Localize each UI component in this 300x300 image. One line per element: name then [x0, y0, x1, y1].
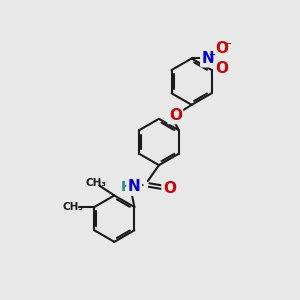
Text: CH₃: CH₃ — [62, 202, 83, 212]
Text: O: O — [169, 108, 182, 123]
Text: O: O — [215, 40, 228, 56]
Text: N: N — [202, 51, 214, 66]
Text: +: + — [208, 50, 216, 59]
Text: O: O — [163, 181, 176, 196]
Text: O: O — [215, 61, 228, 76]
Text: CH₃: CH₃ — [85, 178, 106, 188]
Text: N: N — [128, 179, 141, 194]
Text: H: H — [120, 180, 132, 194]
Text: −: − — [223, 39, 232, 49]
